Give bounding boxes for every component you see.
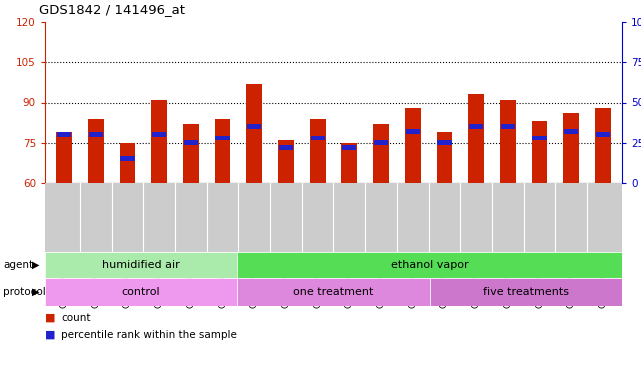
Bar xyxy=(437,132,453,183)
Bar xyxy=(152,132,166,137)
Bar xyxy=(500,100,516,183)
Text: ▶: ▶ xyxy=(31,287,39,297)
Bar xyxy=(342,145,356,150)
Bar xyxy=(564,129,578,134)
Bar xyxy=(429,278,622,306)
Bar xyxy=(45,252,237,278)
Bar xyxy=(342,143,357,183)
Bar xyxy=(184,140,198,145)
Bar xyxy=(563,113,579,183)
Text: five treatments: five treatments xyxy=(483,287,569,297)
Bar xyxy=(119,143,135,183)
Bar xyxy=(121,156,135,161)
Bar xyxy=(56,132,72,183)
Text: control: control xyxy=(122,287,160,297)
Text: protocol: protocol xyxy=(3,287,46,297)
Bar xyxy=(468,94,484,183)
Bar xyxy=(373,124,389,183)
Bar xyxy=(437,140,452,145)
Bar xyxy=(215,136,229,140)
Bar xyxy=(501,124,515,129)
Bar xyxy=(374,140,388,145)
Bar xyxy=(183,124,199,183)
Text: ■: ■ xyxy=(45,330,56,340)
Text: ▶: ▶ xyxy=(31,260,39,270)
Bar xyxy=(279,145,293,150)
Bar xyxy=(237,252,622,278)
Bar xyxy=(469,124,483,129)
Bar xyxy=(215,119,231,183)
Text: ■: ■ xyxy=(45,313,56,323)
Bar xyxy=(57,132,71,137)
Text: count: count xyxy=(61,313,90,323)
Bar xyxy=(246,84,262,183)
Text: humidified air: humidified air xyxy=(103,260,180,270)
Bar xyxy=(406,129,420,134)
Bar xyxy=(45,278,237,306)
Bar xyxy=(405,108,420,183)
Text: one treatment: one treatment xyxy=(294,287,374,297)
Bar xyxy=(310,119,326,183)
Bar xyxy=(247,124,262,129)
Bar xyxy=(88,119,104,183)
Bar xyxy=(88,132,103,137)
Text: ethanol vapor: ethanol vapor xyxy=(391,260,469,270)
Bar xyxy=(596,132,610,137)
Text: agent: agent xyxy=(3,260,33,270)
Bar xyxy=(237,278,429,306)
Bar xyxy=(531,121,547,183)
Text: percentile rank within the sample: percentile rank within the sample xyxy=(61,330,237,340)
Bar xyxy=(310,136,325,140)
Text: GDS1842 / 141496_at: GDS1842 / 141496_at xyxy=(38,3,185,16)
Bar xyxy=(151,100,167,183)
Bar xyxy=(278,140,294,183)
Bar xyxy=(595,108,611,183)
Bar xyxy=(533,136,547,140)
